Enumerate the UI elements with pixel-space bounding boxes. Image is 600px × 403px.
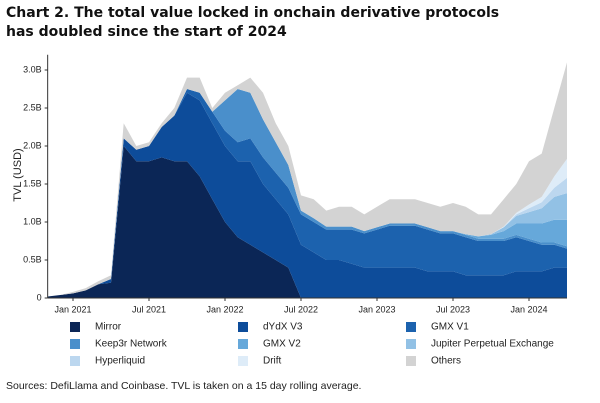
legend-label: Keep3r Network <box>95 339 168 350</box>
chart-title: Chart 2. The total value locked in oncha… <box>6 5 500 40</box>
legend-label: GMX V1 <box>431 322 469 333</box>
legend-label: dYdX V3 <box>263 322 303 333</box>
y-tick-label: 0.5B <box>23 254 42 264</box>
x-tick-label: Jul 2023 <box>436 304 470 314</box>
legend-label: Drift <box>263 356 282 367</box>
x-tick-label: Jul 2021 <box>132 304 166 314</box>
x-tick-label: Jul 2022 <box>284 304 318 314</box>
legend-swatch <box>238 356 248 366</box>
area <box>47 92 567 298</box>
legend-swatch <box>406 322 416 332</box>
legend-swatch <box>406 356 416 366</box>
legend-label: Mirror <box>95 322 122 333</box>
y-axis-label: TVL (USD) <box>12 148 24 201</box>
y-tick-label: 1.0B <box>23 216 42 226</box>
x-tick-label: Jan 2024 <box>510 304 547 314</box>
x-tick-label: Jan 2021 <box>54 304 91 314</box>
y-tick-label: 1.5B <box>23 178 42 188</box>
legend-label: GMX V2 <box>263 339 301 350</box>
legend-swatch <box>238 322 248 332</box>
y-tick-label: 3.0B <box>23 64 42 74</box>
legend-swatch <box>238 339 248 349</box>
x-tick-label: Jan 2023 <box>358 304 395 314</box>
area <box>47 146 567 298</box>
legend-swatch <box>70 322 80 332</box>
legend-label: Others <box>431 356 461 367</box>
y-tick-label: 2.0B <box>23 140 42 150</box>
source-note: Sources: DefiLlama and Coinbase. TVL is … <box>6 380 361 392</box>
legend-swatch <box>406 339 416 349</box>
legend-label: Hyperliquid <box>95 356 145 367</box>
legend-label: Jupiter Perpetual Exchange <box>431 339 554 350</box>
x-tick-label: Jan 2022 <box>206 304 243 314</box>
legend-swatch <box>70 339 80 349</box>
y-tick-label: 2.5B <box>23 102 42 112</box>
area <box>47 89 567 297</box>
legend-swatch <box>70 356 80 366</box>
y-tick-label: 0 <box>37 292 42 302</box>
